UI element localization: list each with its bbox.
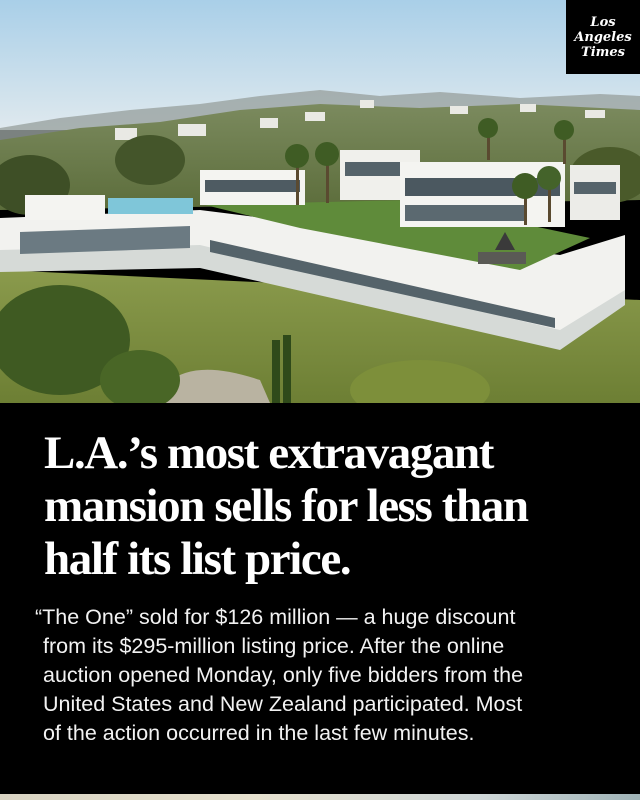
mansion-aerial-illustration <box>0 0 640 403</box>
los-angeles-times-logo: Los Angeles Times <box>566 0 640 74</box>
headline-line-1: L.A.’s most extravagant <box>44 427 494 479</box>
mansion-photo: Los Angeles Times <box>0 0 640 403</box>
hillside-houses <box>115 100 605 140</box>
palm-trees <box>285 118 574 225</box>
logo-line-3: Times <box>581 44 625 60</box>
summary-line-1: “The One” sold for $126 million — a huge… <box>35 605 516 629</box>
summary-line-3: auction opened Monday, only five bidders… <box>43 663 524 687</box>
headline-line-2: mansion sells for less than <box>44 480 529 532</box>
summary-line-5: of the action occurred in the last few m… <box>43 721 475 745</box>
story-summary: “The One” sold for $126 million — a huge… <box>35 603 615 748</box>
bottom-edge-strip <box>0 794 640 800</box>
headline-line-3: half its list price. <box>44 533 352 585</box>
pool <box>108 198 193 214</box>
summary-line-4: United States and New Zealand participat… <box>43 692 523 716</box>
foreground-trees <box>0 285 130 395</box>
headline: L.A.’s most extravagant mansion sells fo… <box>44 427 604 586</box>
logo-line-2: Angeles <box>574 29 632 45</box>
story-panel: L.A.’s most extravagant mansion sells fo… <box>0 403 640 794</box>
logo-line-1: Los <box>590 14 616 30</box>
summary-line-2: from its $295-million listing price. Aft… <box>43 634 505 658</box>
